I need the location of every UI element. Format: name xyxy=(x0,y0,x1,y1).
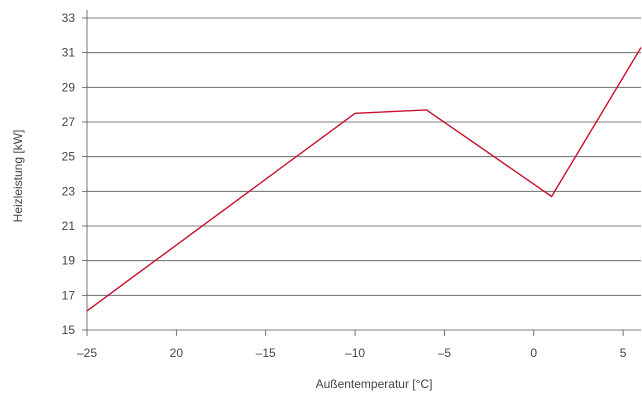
grid-lines xyxy=(87,17,641,296)
x-tick-label: 5 xyxy=(620,346,627,360)
y-tick-label: 19 xyxy=(62,254,76,268)
x-tick-label: –25 xyxy=(77,346,97,360)
y-tick-label: 23 xyxy=(62,184,76,198)
y-tick-label: 21 xyxy=(62,219,76,233)
series-line xyxy=(86,47,642,312)
x-tick-label: –5 xyxy=(438,346,452,360)
x-tick-label: 20 xyxy=(170,346,184,360)
y-tick-label: 29 xyxy=(62,80,76,94)
y-tick-label: 15 xyxy=(62,323,76,337)
x-tick-label: –15 xyxy=(256,346,276,360)
y-tick-label: 33 xyxy=(62,11,76,25)
y-tick-label: 27 xyxy=(62,115,76,129)
y-axis-label: Heizleistung [kW] xyxy=(11,130,25,223)
x-tick-label: 0 xyxy=(530,346,537,360)
y-axis: 15 17 19 21 23 25 27 29 31 33 xyxy=(62,10,88,337)
x-axis-label: Außentemperatur [°C] xyxy=(316,377,433,391)
series-layer xyxy=(86,47,642,312)
x-tick-label: –10 xyxy=(345,346,365,360)
y-tick-label: 17 xyxy=(62,288,76,302)
y-tick-label: 31 xyxy=(62,46,76,60)
y-tick-label: 25 xyxy=(62,150,76,164)
x-axis: –25 20 –15 –10 –5 0 5 xyxy=(77,329,641,360)
